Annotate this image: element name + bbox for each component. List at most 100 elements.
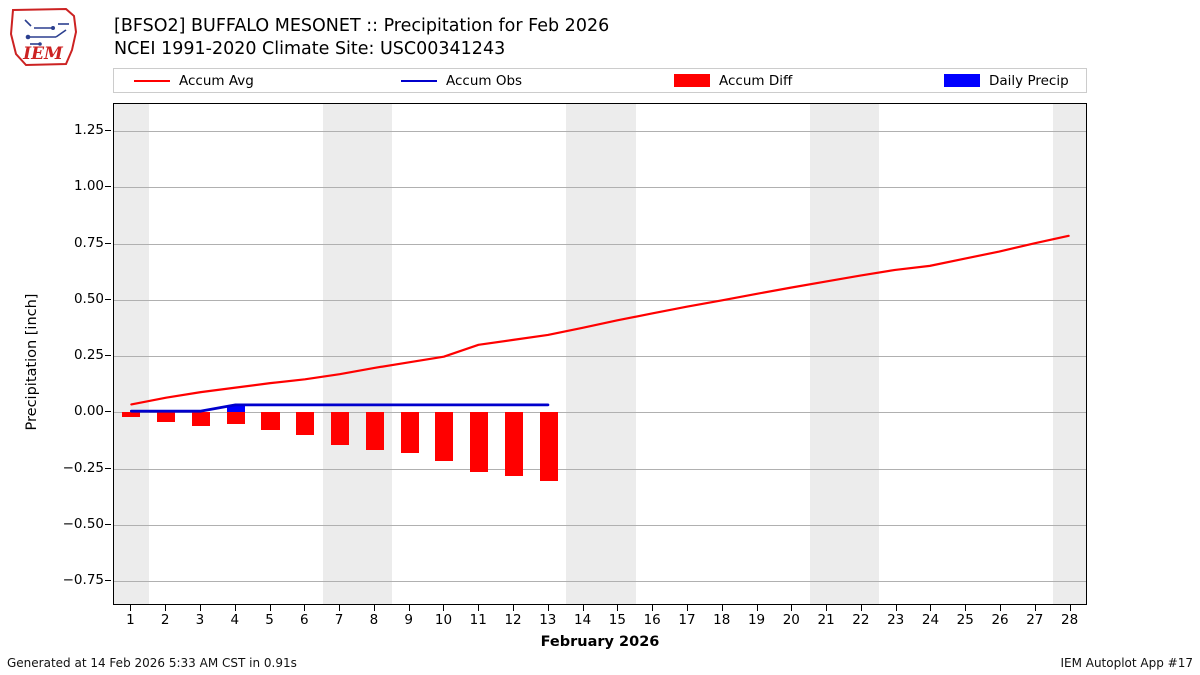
svg-text:IEM: IEM (22, 44, 64, 64)
gridline (114, 525, 1086, 526)
x-tick-label: 2 (160, 612, 170, 628)
autoplot-app-id: IEM Autoplot App #17 (1060, 656, 1193, 670)
y-tick-mark (105, 467, 111, 469)
x-tick-label: 22 (852, 612, 870, 628)
y-axis-label: Precipitation [inch] (24, 293, 40, 431)
x-tick-label: 3 (195, 612, 205, 628)
legend-entry-accum-obs: Accum Obs (401, 69, 522, 92)
x-tick-label: 19 (747, 612, 766, 628)
x-tick-label: 26 (991, 612, 1009, 628)
y-tick-label: 0.00 (73, 403, 104, 420)
accum-diff-bar (331, 412, 350, 446)
y-tick-mark (105, 411, 111, 413)
x-tick-mark (652, 605, 653, 611)
y-tick-label: 1.25 (73, 122, 104, 138)
legend-label-accum-obs: Accum Obs (446, 72, 523, 89)
gridline (114, 581, 1086, 582)
y-tick-label: −0.75 (62, 572, 104, 589)
x-tick-mark (513, 605, 514, 611)
legend-line-swatch-accum-obs (401, 79, 437, 82)
y-tick-mark (105, 298, 111, 300)
title-line-1: [BFSO2] BUFFALO MESONET :: Precipitation… (114, 16, 610, 36)
y-tick-mark (105, 355, 111, 357)
gridline (114, 469, 1086, 470)
accum-avg-line (130, 234, 1070, 406)
x-tick-label: 4 (230, 612, 240, 628)
title-line-2: NCEI 1991-2020 Climate Site: USC00341243 (114, 39, 506, 59)
page-title: [BFSO2] BUFFALO MESONET :: Precipitation… (114, 15, 1014, 61)
accum-diff-bar (435, 412, 454, 461)
y-tick-mark (105, 186, 111, 188)
x-tick-label: 14 (574, 612, 592, 628)
x-tick-mark (339, 605, 340, 611)
accum-diff-bar (296, 412, 315, 435)
gridline (114, 187, 1086, 188)
x-tick-mark (861, 605, 862, 611)
x-tick-label: 6 (300, 612, 309, 628)
y-tick-label: 0.50 (73, 290, 104, 307)
accum-diff-bar (261, 412, 280, 430)
legend-entry-accum-diff: Accum Diff (674, 69, 792, 92)
gridline (114, 131, 1086, 132)
x-tick-label: 15 (608, 612, 626, 628)
x-tick-mark (896, 605, 897, 611)
accum-diff-bar (504, 412, 524, 477)
lines-layer (129, 234, 1070, 413)
accum-diff-bar (191, 412, 210, 426)
accum-diff-bar (400, 412, 419, 453)
gridline (114, 356, 1086, 357)
accum-diff-bar (122, 412, 141, 418)
x-axis-label: February 2026 (540, 634, 660, 650)
x-tick-mark (757, 605, 758, 611)
x-tick-mark (1035, 605, 1036, 611)
x-tick-mark (235, 605, 236, 611)
x-tick-mark (165, 605, 166, 611)
gridline (114, 244, 1086, 245)
x-tick-label: 8 (369, 612, 379, 628)
y-tick-label: −0.25 (62, 459, 104, 476)
x-tick-mark (130, 605, 131, 611)
x-tick-mark (1000, 605, 1001, 611)
plot-area (113, 103, 1087, 605)
y-tick-label: 0.75 (73, 234, 104, 251)
accum-obs-line (129, 403, 550, 413)
legend-patch-swatch-daily-precip (944, 74, 980, 87)
y-tick-mark (105, 580, 111, 582)
x-tick-mark (270, 605, 271, 611)
plot-inner (114, 104, 1086, 604)
x-tick-mark (409, 605, 410, 611)
y-tick-label: 0.25 (73, 347, 104, 364)
x-tick-label: 1 (126, 612, 135, 628)
y-tick-mark (105, 242, 111, 244)
legend-line-swatch-accum-avg (134, 79, 170, 82)
x-tick-mark (1070, 605, 1071, 611)
y-axis-ticks: 1.25 1.00 0.75 0.50 0.25 0.00 −0.25 −0.50 −0.75 (40, 103, 104, 605)
x-tick-label: 5 (265, 612, 274, 628)
x-tick-label: 16 (643, 612, 661, 628)
x-tick-label: 12 (504, 612, 522, 628)
x-tick-mark (617, 605, 618, 611)
accum-diff-bar (539, 412, 558, 482)
y-tick-label: −0.50 (62, 515, 104, 532)
x-tick-label: 21 (817, 612, 835, 628)
y-tick-mark (105, 130, 111, 131)
x-tick-mark (443, 605, 444, 611)
x-tick-label: 13 (539, 612, 557, 628)
legend-label-accum-diff: Accum Diff (719, 72, 793, 89)
accum-diff-bar (365, 412, 384, 450)
generated-timestamp: Generated at 14 Feb 2026 5:33 AM CST in … (7, 656, 297, 670)
x-tick-label: 7 (334, 612, 344, 628)
x-tick-mark (826, 605, 827, 611)
x-tick-label: 23 (887, 612, 905, 628)
y-tick-mark (105, 523, 111, 525)
accum-diff-bar (157, 412, 176, 423)
legend-entry-accum-avg: Accum Avg (134, 69, 254, 92)
x-tick-label: 28 (1061, 612, 1079, 628)
legend-label-daily-precip: Daily Precip (989, 72, 1069, 89)
x-tick-label: 25 (956, 612, 974, 628)
daily-precip-bar (226, 406, 245, 413)
accum-diff-bar (226, 412, 245, 424)
legend-label-accum-avg: Accum Avg (179, 72, 254, 89)
x-tick-mark (687, 605, 688, 611)
x-tick-mark (478, 605, 479, 611)
